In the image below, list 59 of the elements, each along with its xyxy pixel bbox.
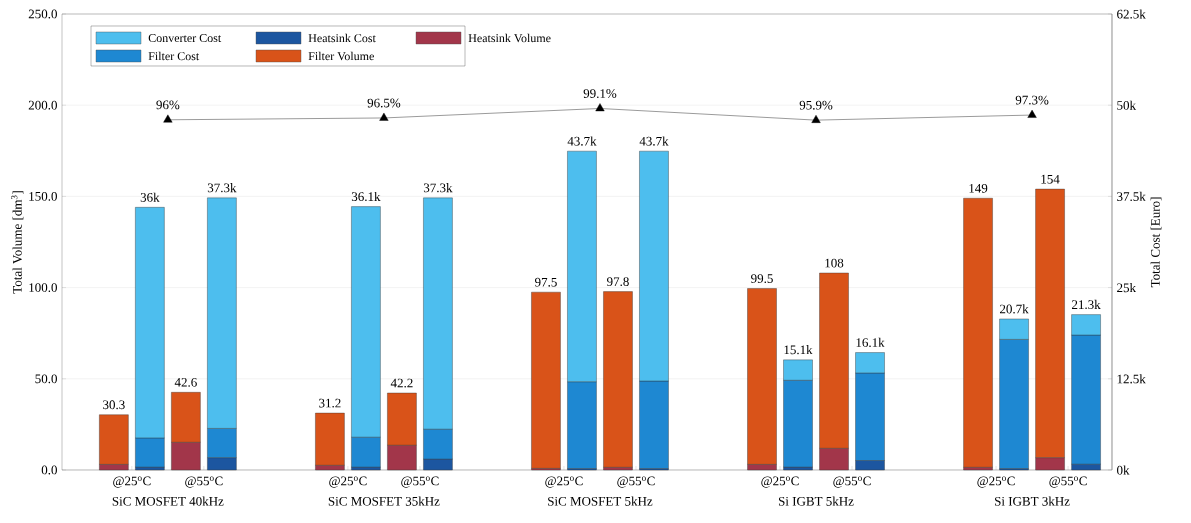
- y-tick-label: 12.5k: [1117, 374, 1146, 384]
- x-tick-label: SiC MOSFET 5kHz: [548, 496, 653, 506]
- total-label: 30.3: [103, 400, 125, 410]
- data-label: 96%: [156, 100, 180, 110]
- total-label: 97.5: [535, 277, 557, 287]
- total-label: 36.1k: [351, 191, 381, 202]
- data-label: 95.9%: [799, 100, 833, 110]
- x-tick-label: SiC MOSFET 40kHz: [112, 496, 224, 506]
- data-label: 96.5%: [367, 98, 401, 108]
- y-tick-label: 50k: [1117, 100, 1137, 110]
- x-tick-label: SiC MOSFET 35kHz: [328, 496, 440, 506]
- data-label: 97.3%: [1015, 95, 1049, 105]
- x-tick-label: @25$^{o}$C: [761, 476, 799, 488]
- total-label: 154: [1041, 174, 1060, 184]
- x-tick-label: @25$^{o}$C: [329, 476, 367, 488]
- total-label: 37.3k: [423, 183, 453, 193]
- legend-label: Converter Cost: [148, 33, 222, 43]
- x-tick-label: @25$^{o}$C: [113, 476, 151, 488]
- x-tick-label: @55$^{o}$C: [833, 476, 871, 488]
- y-axis-title: Total Cost [Euro]: [1150, 197, 1162, 288]
- total-label: 108: [825, 258, 844, 268]
- y-tick-label: 62.5k: [1117, 9, 1146, 19]
- y-tick-label: 0.0: [41, 465, 57, 475]
- total-label: 43.7k: [567, 136, 597, 146]
- legend-label: Heatsink Cost: [308, 33, 376, 43]
- y-tick-label: 0k: [1117, 465, 1130, 475]
- x-tick-label: @55$^{o}$C: [617, 476, 655, 488]
- y-tick-label: 37.5k: [1117, 191, 1146, 202]
- y-tick-label: 250.0: [28, 9, 57, 19]
- total-label: 37.3k: [207, 183, 237, 193]
- x-tick-label: @25$^{o}$C: [977, 476, 1015, 488]
- data-label: 99.1%: [583, 89, 617, 98]
- legend-label: Filter Volume: [308, 51, 374, 61]
- x-tick-label: @55$^{o}$C: [401, 476, 439, 488]
- x-tick-label: Si IGBT 3kHz: [995, 496, 1070, 506]
- total-label: 97.8: [607, 277, 629, 287]
- x-tick-label: @55$^{o}$C: [1049, 476, 1087, 488]
- total-label: 36k: [140, 192, 160, 202]
- y-tick-label: 50.0: [35, 374, 57, 384]
- x-tick-label: Si IGBT 5kHz: [778, 496, 854, 506]
- total-label: 16.1k: [856, 337, 885, 348]
- total-label: 149: [969, 183, 988, 193]
- total-label: 42.2: [390, 378, 413, 388]
- total-label: 99.5: [751, 274, 773, 283]
- total-label: 43.7k: [639, 136, 669, 146]
- y-axis-title: Total Volume [dm$^{3}$]: [11, 191, 24, 294]
- total-label: 21.3k: [1072, 299, 1101, 310]
- y-tick-label: 100.0: [29, 283, 57, 293]
- total-label: 20.7k: [999, 304, 1029, 314]
- y-tick-label: 200.0: [28, 100, 57, 110]
- total-label: 15.1k: [784, 345, 813, 355]
- x-tick-label: @25$^{o}$C: [545, 476, 583, 488]
- y-tick-label: 150.0: [29, 191, 57, 201]
- legend-label: Filter Cost: [148, 51, 200, 61]
- total-label: 42.6: [174, 377, 197, 387]
- x-tick-label: @55$^{o}$C: [185, 476, 223, 488]
- legend-label: Heatsink Volume: [468, 33, 551, 43]
- total-label: 31.2: [319, 398, 341, 408]
- y-tick-label: 25k: [1117, 283, 1137, 293]
